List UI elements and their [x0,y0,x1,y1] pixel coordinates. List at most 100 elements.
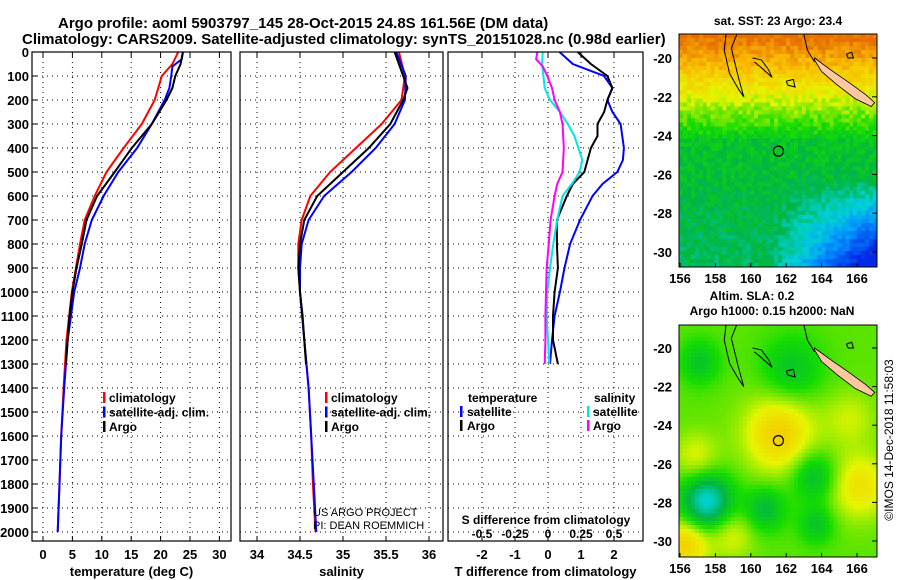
map-lat-label: -20 [653,341,672,356]
plot-frame [239,51,444,542]
sla-map-title: Altim. SLA: 0.2 [710,289,795,303]
sla-map-subtitle: Argo h1000: 0.15 h2000: NaN [690,304,855,318]
x-tick-label: 35 [336,547,350,562]
series-argo [297,51,409,365]
title-line-2: Climatology: CARS2009. Satellite-adjuste… [22,31,666,48]
series-satellite-adj-clim- [56,51,184,533]
legend-swatch [460,420,463,431]
x2-tick-label: 0.5 [606,527,623,541]
y-tick-label: 400 [7,141,29,156]
map-lat-label: -26 [653,457,672,472]
x-tick-label: 35.5 [373,547,398,562]
map-frame [678,324,878,558]
legend-entry: Argo [593,419,621,433]
legend-entry: Argo [331,420,359,434]
x-tick-label: 0 [39,547,46,562]
sst-map: 156 158 160 162 164 166 -20 -22 -24 -26 -28 -30 sat.… [653,14,878,286]
map-lon-label: 156 [669,271,691,286]
y-tick-label: 500 [7,165,29,180]
y-tick-label: 1000 [0,285,29,300]
y-tick-label: 1300 [0,357,29,372]
legend-entry: climatology [331,391,398,405]
y-tick-label: 300 [7,117,29,132]
legend-swatch [460,406,463,417]
x-tick-label: 15 [124,547,138,562]
legend-swatch [587,406,590,417]
y-tick-label: 800 [7,237,29,252]
x-tick-label: 5 [69,547,76,562]
y-tick-label: 1800 [0,477,29,492]
map-lon-label: 160 [740,271,762,286]
legend-entry: Argo [109,420,137,434]
coastline [723,324,745,387]
plot-frame [447,51,644,542]
map-lon-label: 164 [811,271,833,286]
panel-temperature: 0 5 10 15 20 25 30 temperature (deg C) climatolo… [31,51,232,579]
map-lon-label: 162 [775,561,797,576]
x2-tick-label: 0.25 [569,527,593,541]
map-lon-label: 166 [846,561,868,576]
legend-entry: satellite [467,405,512,419]
x-tick-label: 34 [250,547,265,562]
series-s-argo [535,51,565,365]
y-tick-label: 700 [7,213,29,228]
map-lat-label: -28 [653,206,672,221]
credit-project: US ARGO PROJECT [313,507,418,519]
land-new-caledonia [814,347,876,397]
legend-entry: satellite-adj. clim. [331,406,431,420]
land-new-caledonia [814,57,876,107]
x2-tick-label: -0.25 [501,527,529,541]
x2-axis-label: S difference from climatology [462,513,631,527]
title-line-1: Argo profile: aoml 5903797_145 28-Oct-20… [58,15,548,32]
y-tick-label: 100 [7,69,29,84]
coastline [785,78,796,88]
y-tick-label: 2000 [0,525,29,540]
argo-float-marker [772,145,785,157]
series-s-satellite [541,51,584,365]
map-lat-label: -24 [653,418,673,433]
coastline [845,341,855,349]
map-lat-label: -30 [653,534,672,549]
map-lat-label: -22 [653,380,672,395]
y-tick-label: 1500 [0,405,29,420]
coastline [803,324,815,353]
coastline [752,347,773,368]
series-t-argo [552,51,614,365]
y-tick-label: 1600 [0,429,29,444]
y-tick-label: 1200 [0,333,29,348]
x-axis-label: T difference from climatology [454,564,637,579]
panel-difference: -2 -1 0 1 2 T difference from climatology temp… [447,51,644,579]
y-tick-label: 600 [7,189,29,204]
coastline [752,57,773,78]
x-tick-label: 25 [183,547,197,562]
x-tick-label: 10 [95,547,109,562]
legend-title-salinity: salinity [594,391,636,405]
legend-entry: satellite [593,405,638,419]
y-tick-label: 0 [22,45,29,60]
credit-pi: PI: DEAN ROEMMICH [313,520,424,532]
map-lat-label: -28 [653,495,672,510]
legend-swatch [325,392,328,403]
y-tick-label: 900 [7,261,29,276]
map-lat-label: -30 [653,245,672,260]
map-lat-label: -24 [653,129,673,144]
map-lat-label: -20 [653,51,672,66]
legend-swatch [325,421,328,432]
x-axis-label: temperature (deg C) [70,564,194,579]
y-tick-label: 1700 [0,453,29,468]
sla-map-heatmap [679,325,877,557]
x-tick-label: 30 [212,547,226,562]
legend-entry: climatology [109,391,176,405]
x-tick-label: 36 [422,547,436,562]
map-lon-label: 158 [705,561,727,576]
legend-title-temperature: temperature [468,391,538,405]
y-tick-label: 200 [7,93,29,108]
series-argo [64,51,184,365]
legend-swatch [325,406,328,418]
sla-map: 156 158 160 162 164 166 -20 -22 -24 -26 -28 -30 Alti… [653,289,878,576]
x-tick-label: 2 [610,547,617,562]
series-climatology [297,51,406,533]
coastline [845,51,855,59]
x2-tick-label: 0 [545,527,552,541]
